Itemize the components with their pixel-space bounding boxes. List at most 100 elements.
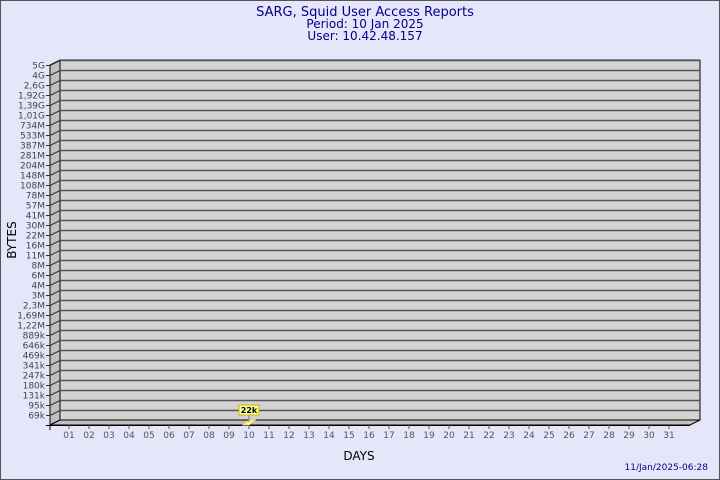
chart-period: Period: 10 Jan 2025	[306, 17, 423, 31]
y-tick-label: 69k	[28, 412, 45, 422]
gridline-side	[49, 300, 61, 306]
y-tick-label: 3M	[32, 292, 46, 302]
gridline-side	[49, 280, 61, 286]
y-tick-label: 5G	[32, 62, 45, 72]
y-tick-label: 41M	[26, 212, 45, 222]
y-tick-label: 4G	[32, 72, 45, 82]
plot-floor	[49, 419, 701, 426]
gridline-side	[49, 340, 61, 346]
y-tick-label: 247k	[23, 372, 46, 382]
x-tick-label: 13	[303, 431, 314, 441]
y-tick-label: 2,6G	[24, 82, 45, 92]
x-tick-label: 10	[243, 431, 255, 441]
x-tick-label: 17	[383, 431, 394, 441]
y-tick-label: 469k	[23, 352, 46, 362]
gridline-side	[49, 230, 61, 236]
timestamp: 11/Jan/2025-06:28	[625, 463, 709, 473]
gridline-side	[49, 160, 61, 166]
gridline-side	[49, 260, 61, 266]
y-tick-label: 889k	[23, 332, 46, 342]
x-tick-label: 03	[103, 431, 114, 441]
x-tick-label: 14	[323, 431, 335, 441]
gridline-side	[49, 390, 61, 396]
x-tick-label: 23	[503, 431, 514, 441]
gridline-side	[49, 150, 61, 156]
gridline-side	[49, 90, 61, 96]
gridline-side	[49, 290, 61, 296]
x-tick-label: 06	[163, 431, 175, 441]
y-tick-label: 204M	[20, 162, 45, 172]
gridline-side	[49, 350, 61, 356]
x-tick-label: 29	[623, 431, 635, 441]
gridline-side	[49, 60, 61, 66]
y-tick-label: 1,22M	[17, 322, 45, 332]
y-tick-label: 1,39G	[18, 102, 45, 112]
gridline-side	[49, 110, 61, 116]
y-tick-label: 1,92G	[18, 92, 45, 102]
y-tick-label: 341k	[23, 362, 46, 372]
gridline-side	[49, 140, 61, 146]
chart-user: User: 10.42.48.157	[307, 29, 422, 43]
y-tick-label: 1,69M	[17, 312, 45, 322]
y-tick-label: 22M	[26, 232, 45, 242]
y-tick-label: 16M	[26, 242, 45, 252]
x-tick-label: 04	[123, 431, 135, 441]
x-tick-label: 02	[83, 431, 94, 441]
x-tick-label: 12	[283, 431, 294, 441]
gridline-side	[49, 310, 61, 316]
x-tick-label: 18	[403, 431, 415, 441]
chart-title: SARG, Squid User Access Reports	[256, 5, 474, 20]
gridline-side	[49, 190, 61, 196]
x-tick-label: 09	[223, 431, 235, 441]
x-tick-label: 30	[643, 431, 655, 441]
gridline-side	[49, 240, 61, 246]
y-axis-label: BYTES	[5, 221, 19, 258]
x-tick-label: 07	[183, 431, 194, 441]
gridline-side	[49, 250, 61, 256]
x-tick-label: 27	[583, 431, 594, 441]
y-tick-label: 11M	[26, 252, 45, 262]
gridline-side	[49, 360, 61, 366]
gridline-side	[49, 70, 61, 76]
x-tick-label: 26	[563, 431, 575, 441]
x-tick-label: 21	[463, 431, 474, 441]
x-tick-label: 31	[663, 431, 674, 441]
x-tick-label: 16	[363, 431, 375, 441]
y-tick-label: 646k	[23, 342, 46, 352]
x-tick-label: 22	[483, 431, 494, 441]
y-tick-label: 387M	[20, 142, 45, 152]
gridline-side	[49, 200, 61, 206]
y-tick-label: 734M	[20, 122, 45, 132]
x-tick-label: 01	[63, 431, 74, 441]
y-tick-label: 131k	[23, 392, 46, 402]
y-tick-label: 4M	[32, 282, 46, 292]
gridline-side	[49, 220, 61, 226]
gridline-side	[49, 80, 61, 86]
y-tick-label: 57M	[26, 202, 45, 212]
y-tick-label: 78M	[26, 192, 45, 202]
y-tick-label: 6M	[32, 272, 46, 282]
gridline-side	[49, 270, 61, 276]
y-tick-label: 95k	[28, 402, 45, 412]
x-tick-label: 15	[343, 431, 354, 441]
x-tick-label: 08	[203, 431, 215, 441]
y-tick-label: 8M	[32, 262, 46, 272]
gridline-side	[49, 330, 61, 336]
y-tick-label: 533M	[20, 132, 45, 142]
x-tick-label: 24	[523, 431, 535, 441]
x-tick-label: 19	[423, 431, 435, 441]
gridline-side	[49, 170, 61, 176]
bar-value-label: 22k	[241, 406, 258, 415]
y-tick-label: 281M	[20, 152, 45, 162]
gridline-side	[49, 130, 61, 136]
gridline-side	[49, 370, 61, 376]
gridline-side	[49, 410, 61, 416]
x-tick-label: 25	[543, 431, 554, 441]
bar-label-box	[238, 404, 260, 416]
y-tick-label: 180k	[23, 382, 46, 392]
gridline-side	[49, 400, 61, 406]
y-tick-label: 148M	[20, 172, 45, 182]
gridline-side	[49, 320, 61, 326]
x-axis-label: DAYS	[343, 449, 374, 463]
